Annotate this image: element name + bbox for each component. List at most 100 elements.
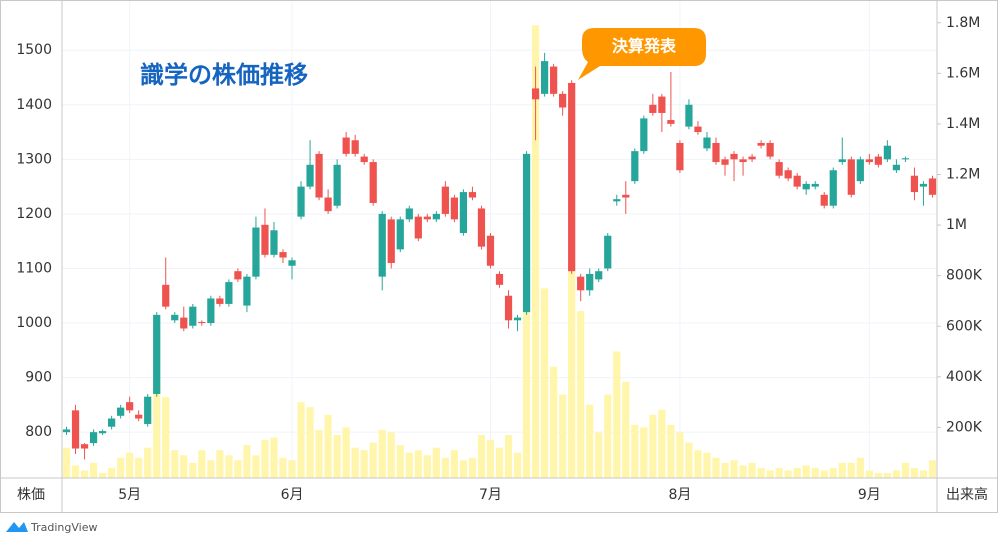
- candle-body: [739, 159, 747, 163]
- candle-body: [568, 82, 576, 272]
- candle-body: [883, 145, 891, 160]
- candle-body: [712, 142, 720, 163]
- candle-body: [892, 164, 901, 171]
- volume-bar: [486, 440, 495, 478]
- candle-body: [207, 298, 215, 324]
- y2-tick-label: 1.2M: [946, 167, 980, 183]
- x-tick-label: 8月: [668, 487, 691, 503]
- x-tick-label: 6月: [281, 487, 304, 503]
- volume-bar: [108, 467, 116, 478]
- volume-bar: [279, 457, 287, 478]
- volume-bar: [423, 455, 431, 478]
- volume-bar: [865, 470, 873, 478]
- candle-body: [477, 208, 486, 247]
- volume-bar: [441, 457, 449, 478]
- volume-bar: [180, 455, 188, 478]
- candle-body: [378, 213, 386, 277]
- volume-bar: [901, 462, 910, 478]
- volume-bar: [171, 450, 179, 478]
- candle-body: [89, 432, 98, 444]
- volume-bar: [613, 351, 621, 478]
- volume-bar: [333, 435, 341, 478]
- candle-body: [342, 137, 350, 154]
- candle-body: [676, 142, 684, 171]
- candle-body: [775, 162, 783, 176]
- volume-bar: [577, 311, 585, 478]
- y2-axis-label: 出来高: [946, 486, 988, 503]
- y2-tick-label: 1.8M: [946, 15, 980, 31]
- candle-body: [811, 183, 819, 187]
- candle-body: [333, 164, 341, 206]
- candle-body: [730, 153, 738, 160]
- volume-bar: [793, 467, 801, 478]
- candle-body: [126, 402, 134, 411]
- candle-body: [234, 271, 242, 280]
- candle-body: [901, 158, 910, 160]
- candle-body: [450, 197, 459, 220]
- volume-bar: [432, 447, 440, 478]
- candle-body: [865, 159, 873, 163]
- volume-bar: [89, 462, 98, 478]
- volume-bar: [270, 437, 278, 478]
- frame: [0, 0, 998, 513]
- candle-body: [369, 162, 377, 203]
- volume-bar: [198, 450, 206, 478]
- volume-bar: [847, 462, 855, 478]
- volume-bar: [324, 414, 332, 478]
- volume-bar: [685, 442, 693, 478]
- candle-body: [225, 282, 233, 304]
- y2-tick-label: 400K: [946, 369, 983, 385]
- candle-body: [80, 444, 89, 449]
- volume-bar: [495, 447, 504, 478]
- candle-body: [189, 306, 197, 326]
- volume-bar: [216, 450, 224, 478]
- candle-body: [784, 170, 792, 179]
- candle-body: [504, 295, 513, 321]
- y2-tick-label: 800K: [946, 268, 983, 284]
- candle-body: [423, 216, 431, 220]
- x-tick-label: 5月: [118, 487, 141, 503]
- volume-bar: [874, 472, 882, 478]
- volume-bar: [811, 467, 819, 478]
- candle-body: [144, 396, 152, 424]
- volume-bar: [730, 460, 738, 478]
- volume-bar: [315, 429, 323, 478]
- candle-body: [838, 159, 846, 163]
- volume-bar: [631, 424, 639, 478]
- candle-body: [117, 407, 125, 416]
- y-tick-label: 1400: [16, 97, 52, 113]
- volume-bar: [306, 407, 314, 478]
- volume-bar: [98, 472, 107, 478]
- y-tick-label: 800: [25, 424, 52, 440]
- volume-bar: [775, 467, 783, 478]
- volume-bar: [694, 450, 702, 478]
- candle-body: [387, 219, 395, 264]
- volume-bar: [658, 409, 666, 478]
- candle-body: [757, 142, 765, 146]
- volume-bar: [522, 154, 531, 478]
- y2-tick-label: 1.4M: [946, 116, 980, 132]
- volume-bar: [802, 465, 810, 478]
- candle-body: [108, 418, 116, 427]
- candle-body: [721, 159, 729, 165]
- candle-body: [856, 159, 864, 182]
- candle-body: [198, 321, 206, 324]
- x-tick-label: 9月: [858, 487, 881, 503]
- candle-body: [360, 156, 368, 163]
- y-tick-label: 900: [25, 370, 52, 386]
- volume-bar: [80, 470, 89, 478]
- y-tick-label: 1500: [16, 42, 52, 58]
- candle-body: [98, 431, 107, 434]
- candle-body: [766, 142, 774, 157]
- volume-bar: [703, 452, 711, 478]
- candle-body: [685, 104, 693, 127]
- volume-bar: [117, 457, 125, 478]
- chart-title: 識学の株価推移: [140, 61, 308, 89]
- candle-body: [667, 120, 675, 124]
- y2-tick-label: 1.6M: [946, 65, 980, 81]
- volume-bar: [252, 455, 260, 478]
- volume-bar: [892, 470, 901, 478]
- volume-bar: [234, 460, 242, 478]
- candle-body: [910, 175, 919, 193]
- candle-body: [396, 219, 404, 250]
